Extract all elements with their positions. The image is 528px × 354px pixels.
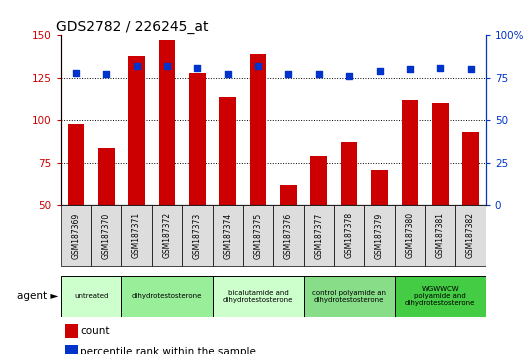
Bar: [462, 132, 479, 205]
Bar: [182, 205, 212, 266]
Bar: [280, 185, 297, 205]
Text: bicalutamide and
dihydrotestosterone: bicalutamide and dihydrotestosterone: [223, 290, 293, 303]
Text: GSM187381: GSM187381: [436, 212, 445, 258]
Point: [436, 65, 445, 70]
Bar: [432, 103, 449, 205]
Bar: [91, 205, 121, 266]
Text: GSM187373: GSM187373: [193, 212, 202, 258]
Point: [133, 63, 141, 69]
Text: untreated: untreated: [74, 293, 108, 299]
Text: WGWWCW
polyamide and
dihydrotestosterone: WGWWCW polyamide and dihydrotestosterone: [405, 286, 475, 307]
Bar: [212, 205, 243, 266]
Bar: [68, 124, 84, 205]
Bar: [189, 73, 206, 205]
Bar: [310, 156, 327, 205]
Bar: [425, 205, 455, 266]
Text: GSM187377: GSM187377: [314, 212, 323, 258]
Bar: [61, 276, 121, 317]
Text: GSM187380: GSM187380: [406, 212, 414, 258]
Bar: [243, 205, 274, 266]
Bar: [65, 346, 78, 354]
Bar: [304, 205, 334, 266]
Bar: [394, 205, 425, 266]
Text: GSM187379: GSM187379: [375, 212, 384, 258]
Text: GDS2782 / 226245_at: GDS2782 / 226245_at: [56, 21, 209, 34]
Bar: [274, 205, 304, 266]
Text: count: count: [80, 326, 110, 336]
Point: [284, 72, 293, 77]
Bar: [401, 100, 418, 205]
Bar: [158, 40, 175, 205]
Text: GSM187371: GSM187371: [132, 212, 141, 258]
Text: control polyamide an
dihydrotestosterone: control polyamide an dihydrotestosterone: [312, 290, 386, 303]
Bar: [65, 324, 78, 338]
Bar: [455, 205, 486, 266]
Bar: [128, 56, 145, 205]
Bar: [98, 148, 115, 205]
Text: GSM187370: GSM187370: [102, 212, 111, 258]
Point: [72, 70, 80, 76]
Text: GSM187369: GSM187369: [71, 212, 80, 258]
Bar: [371, 170, 388, 205]
Text: GSM187378: GSM187378: [345, 212, 354, 258]
Bar: [212, 276, 304, 317]
Bar: [121, 205, 152, 266]
Text: dihydrotestosterone: dihydrotestosterone: [132, 293, 202, 299]
Point: [345, 73, 353, 79]
Bar: [394, 276, 486, 317]
Point: [102, 72, 110, 77]
Bar: [219, 97, 236, 205]
Bar: [152, 205, 182, 266]
Point: [315, 72, 323, 77]
Bar: [341, 142, 357, 205]
Text: GSM187382: GSM187382: [466, 212, 475, 258]
Text: agent ►: agent ►: [17, 291, 58, 302]
Bar: [304, 276, 395, 317]
Bar: [250, 54, 267, 205]
Bar: [334, 205, 364, 266]
Point: [406, 67, 414, 72]
Text: GSM187374: GSM187374: [223, 212, 232, 258]
Text: GSM187375: GSM187375: [253, 212, 262, 258]
Point: [223, 72, 232, 77]
Bar: [121, 276, 212, 317]
Point: [466, 67, 475, 72]
Bar: [364, 205, 395, 266]
Point: [254, 63, 262, 69]
Point: [193, 65, 202, 70]
Bar: [61, 205, 91, 266]
Text: percentile rank within the sample: percentile rank within the sample: [80, 347, 256, 354]
Point: [375, 68, 384, 74]
Text: GSM187372: GSM187372: [163, 212, 172, 258]
Text: GSM187376: GSM187376: [284, 212, 293, 258]
Point: [163, 63, 171, 69]
